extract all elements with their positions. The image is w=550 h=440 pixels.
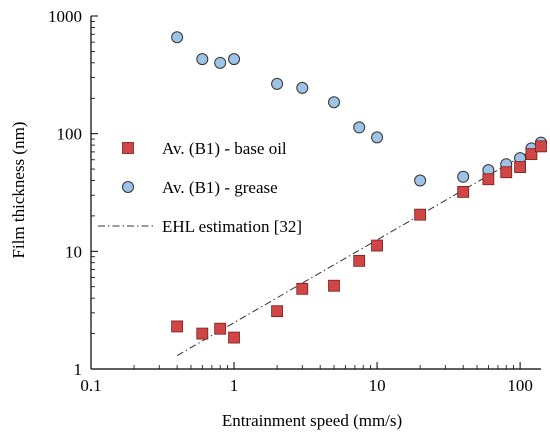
legend: Av. (B1) - base oil Av. (B1) - grease EHL … [98,139,302,236]
grease-point [296,81,309,94]
grease-point [371,131,384,144]
base-oil-point [196,327,209,340]
grease-point [196,53,209,66]
x-tick-label: 10 [369,376,386,395]
legend-grease-marker [122,181,134,193]
grease-point [228,53,241,66]
base-oil-point [371,239,383,252]
base-oil-point [457,185,470,198]
x-axis-title: Entrainment speed (mm/s) [222,411,402,430]
y-tick-label: 1000 [48,7,82,26]
base-oil-point [353,254,366,267]
grease-point [457,170,470,183]
base-oil-point [296,282,309,295]
y-tick-label: 100 [57,125,83,144]
base-oil-point [171,320,184,333]
base-oil-point [214,322,227,335]
grease-point [171,31,184,44]
x-tick-label: 100 [507,376,533,395]
base-oil-point [500,166,513,179]
base-oil-point [514,161,526,173]
base-oil-point [271,305,283,318]
base-oil-point [525,148,538,161]
base-oil-point [482,173,495,186]
grease-point [214,56,227,69]
plot-area [171,31,547,357]
y-tick-label: 10 [65,242,82,261]
y-tick-label: 1 [74,360,83,379]
base-oil-point [535,140,547,153]
legend-base-oil-label: Av. (B1) - base oil [162,139,287,158]
x-tick-label: 1 [230,376,239,395]
grease-point [328,96,341,109]
legend-grease-label: Av. (B1) - grease [162,178,278,197]
base-oil-point [228,331,240,344]
legend-base-oil-marker [122,142,134,154]
grease-point [353,121,366,134]
base-oil-point [414,208,427,221]
grease-point [414,174,427,187]
grease-point [271,77,284,90]
legend-ehl-label: EHL estimation [32] [162,217,302,236]
x-tick-label: 0.1 [80,376,101,395]
ehl-estimation-line [176,144,542,357]
y-axis-title: Film thickness (nm) [9,122,28,259]
base-oil-point [328,279,340,292]
